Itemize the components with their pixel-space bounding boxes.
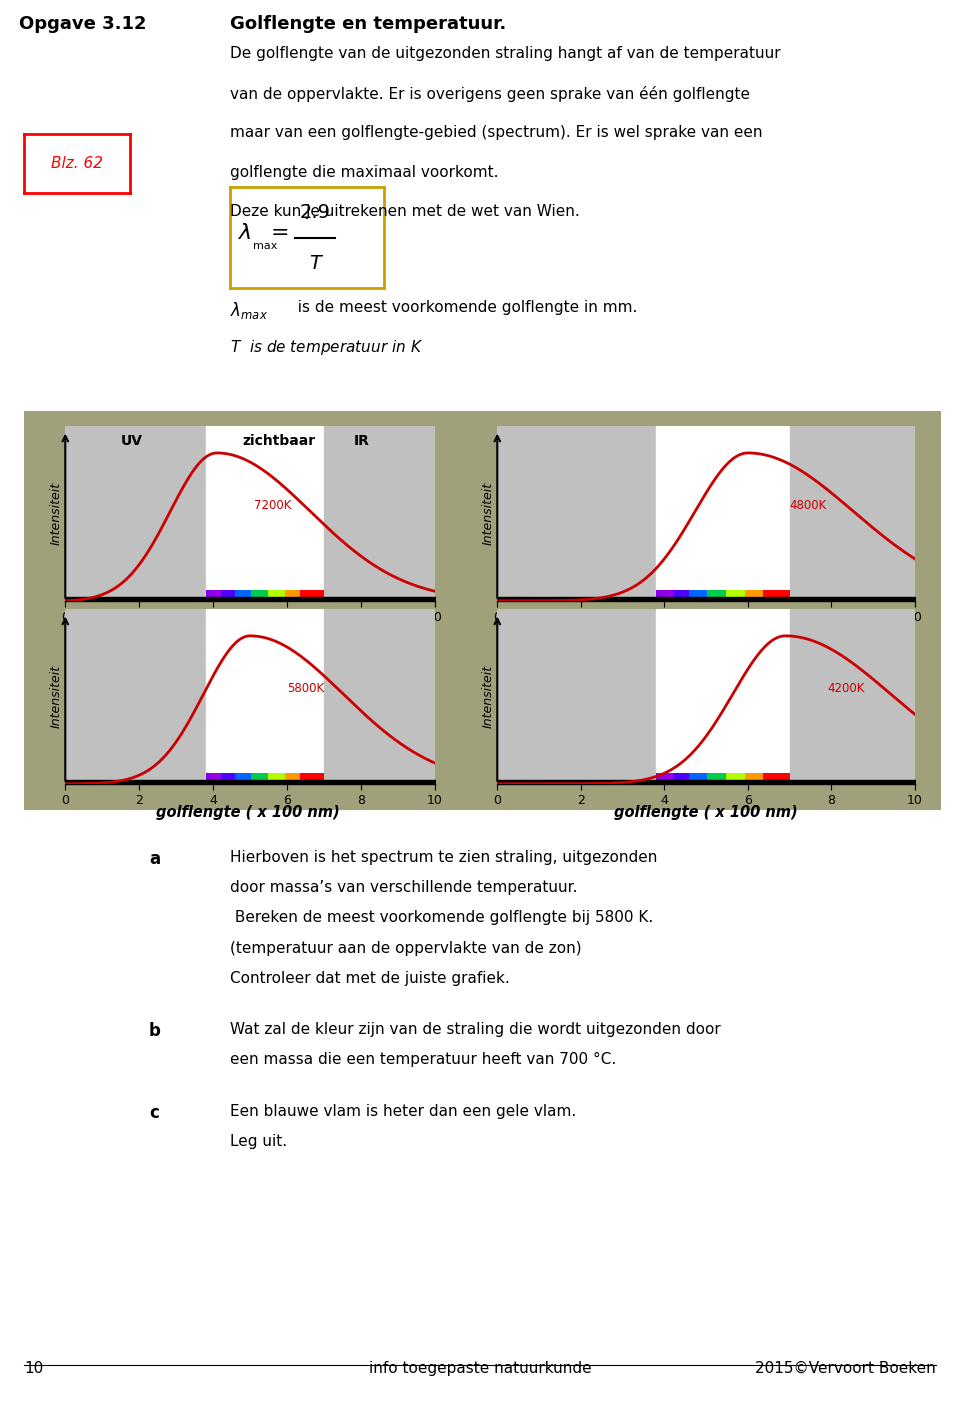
Text: (temperatuur aan de oppervlakte van de zon): (temperatuur aan de oppervlakte van de z… — [230, 941, 582, 955]
Text: 4800K: 4800K — [790, 499, 827, 512]
Text: een massa die een temperatuur heeft van 700 °C.: een massa die een temperatuur heeft van … — [230, 1052, 616, 1068]
Text: golflengte die maximaal voorkomt.: golflengte die maximaal voorkomt. — [230, 165, 499, 180]
Text: IR: IR — [353, 435, 370, 447]
Text: UV: UV — [121, 435, 143, 447]
Text: zichtbaar: zichtbaar — [243, 435, 316, 447]
Text: Blz. 62: Blz. 62 — [51, 156, 103, 170]
Text: a: a — [149, 850, 160, 868]
Bar — [656, 609, 790, 784]
Bar — [205, 426, 324, 601]
Text: b: b — [149, 1023, 160, 1040]
Text: Opgave 3.12: Opgave 3.12 — [19, 15, 147, 34]
Text: =: = — [270, 222, 289, 243]
Bar — [324, 426, 435, 601]
Text: Leg uit.: Leg uit. — [230, 1134, 288, 1150]
Text: info toegepaste natuurkunde: info toegepaste natuurkunde — [369, 1361, 591, 1376]
Bar — [205, 609, 324, 784]
Bar — [497, 426, 656, 601]
Text: 10: 10 — [24, 1361, 43, 1376]
Text: $\lambda$: $\lambda$ — [238, 222, 252, 243]
Text: Golflengte en temperatuur.: Golflengte en temperatuur. — [230, 15, 507, 34]
Bar — [65, 426, 205, 601]
Text: Bereken de meest voorkomende golflengte bij 5800 K.: Bereken de meest voorkomende golflengte … — [230, 910, 654, 926]
Text: Hierboven is het spectrum te zien straling, uitgezonden: Hierboven is het spectrum te zien strali… — [230, 850, 658, 865]
Text: c: c — [149, 1104, 158, 1121]
Text: Wat zal de kleur zijn van de straling die wordt uitgezonden door: Wat zal de kleur zijn van de straling di… — [230, 1023, 721, 1037]
Y-axis label: Intensiteit: Intensiteit — [482, 483, 494, 545]
Text: $\lambda_{max}$: $\lambda_{max}$ — [230, 300, 269, 321]
Text: max: max — [253, 241, 277, 250]
Text: golflengte ( x 100 nm): golflengte ( x 100 nm) — [156, 805, 340, 820]
Bar — [790, 426, 915, 601]
Text: T: T — [309, 253, 321, 273]
Text: golflengte ( x 100 nm): golflengte ( x 100 nm) — [613, 805, 798, 820]
Text: 4200K: 4200K — [828, 682, 865, 695]
Text: 5800K: 5800K — [287, 682, 324, 695]
Bar — [324, 609, 435, 784]
Text: Controleer dat met de juiste grafiek.: Controleer dat met de juiste grafiek. — [230, 971, 510, 986]
Text: 2.9: 2.9 — [300, 203, 330, 222]
Bar — [656, 426, 790, 601]
Bar — [497, 609, 656, 784]
Text: De golflengte van de uitgezonden straling hangt af van de temperatuur: De golflengte van de uitgezonden stralin… — [230, 46, 781, 62]
Bar — [65, 609, 205, 784]
Text: 7200K: 7200K — [253, 499, 291, 512]
Text: $T$  is de temperatuur in K: $T$ is de temperatuur in K — [230, 338, 423, 357]
Text: Een blauwe vlam is heter dan een gele vlam.: Een blauwe vlam is heter dan een gele vl… — [230, 1104, 577, 1119]
Bar — [790, 609, 915, 784]
Text: 2015©Vervoort Boeken: 2015©Vervoort Boeken — [756, 1361, 936, 1376]
Y-axis label: Intensiteit: Intensiteit — [50, 483, 62, 545]
Y-axis label: Intensiteit: Intensiteit — [50, 666, 62, 727]
Text: Deze kun je uitrekenen met de wet van Wien.: Deze kun je uitrekenen met de wet van Wi… — [230, 204, 580, 219]
Text: van de oppervlakte. Er is overigens geen sprake van één golflengte: van de oppervlakte. Er is overigens geen… — [230, 86, 751, 101]
Text: is de meest voorkomende golflengte in mm.: is de meest voorkomende golflengte in mm… — [288, 300, 637, 315]
Text: maar van een golflengte-gebied (spectrum). Er is wel sprake van een: maar van een golflengte-gebied (spectrum… — [230, 125, 763, 141]
Y-axis label: Intensiteit: Intensiteit — [482, 666, 494, 727]
Text: door massa’s van verschillende temperatuur.: door massa’s van verschillende temperatu… — [230, 881, 578, 895]
